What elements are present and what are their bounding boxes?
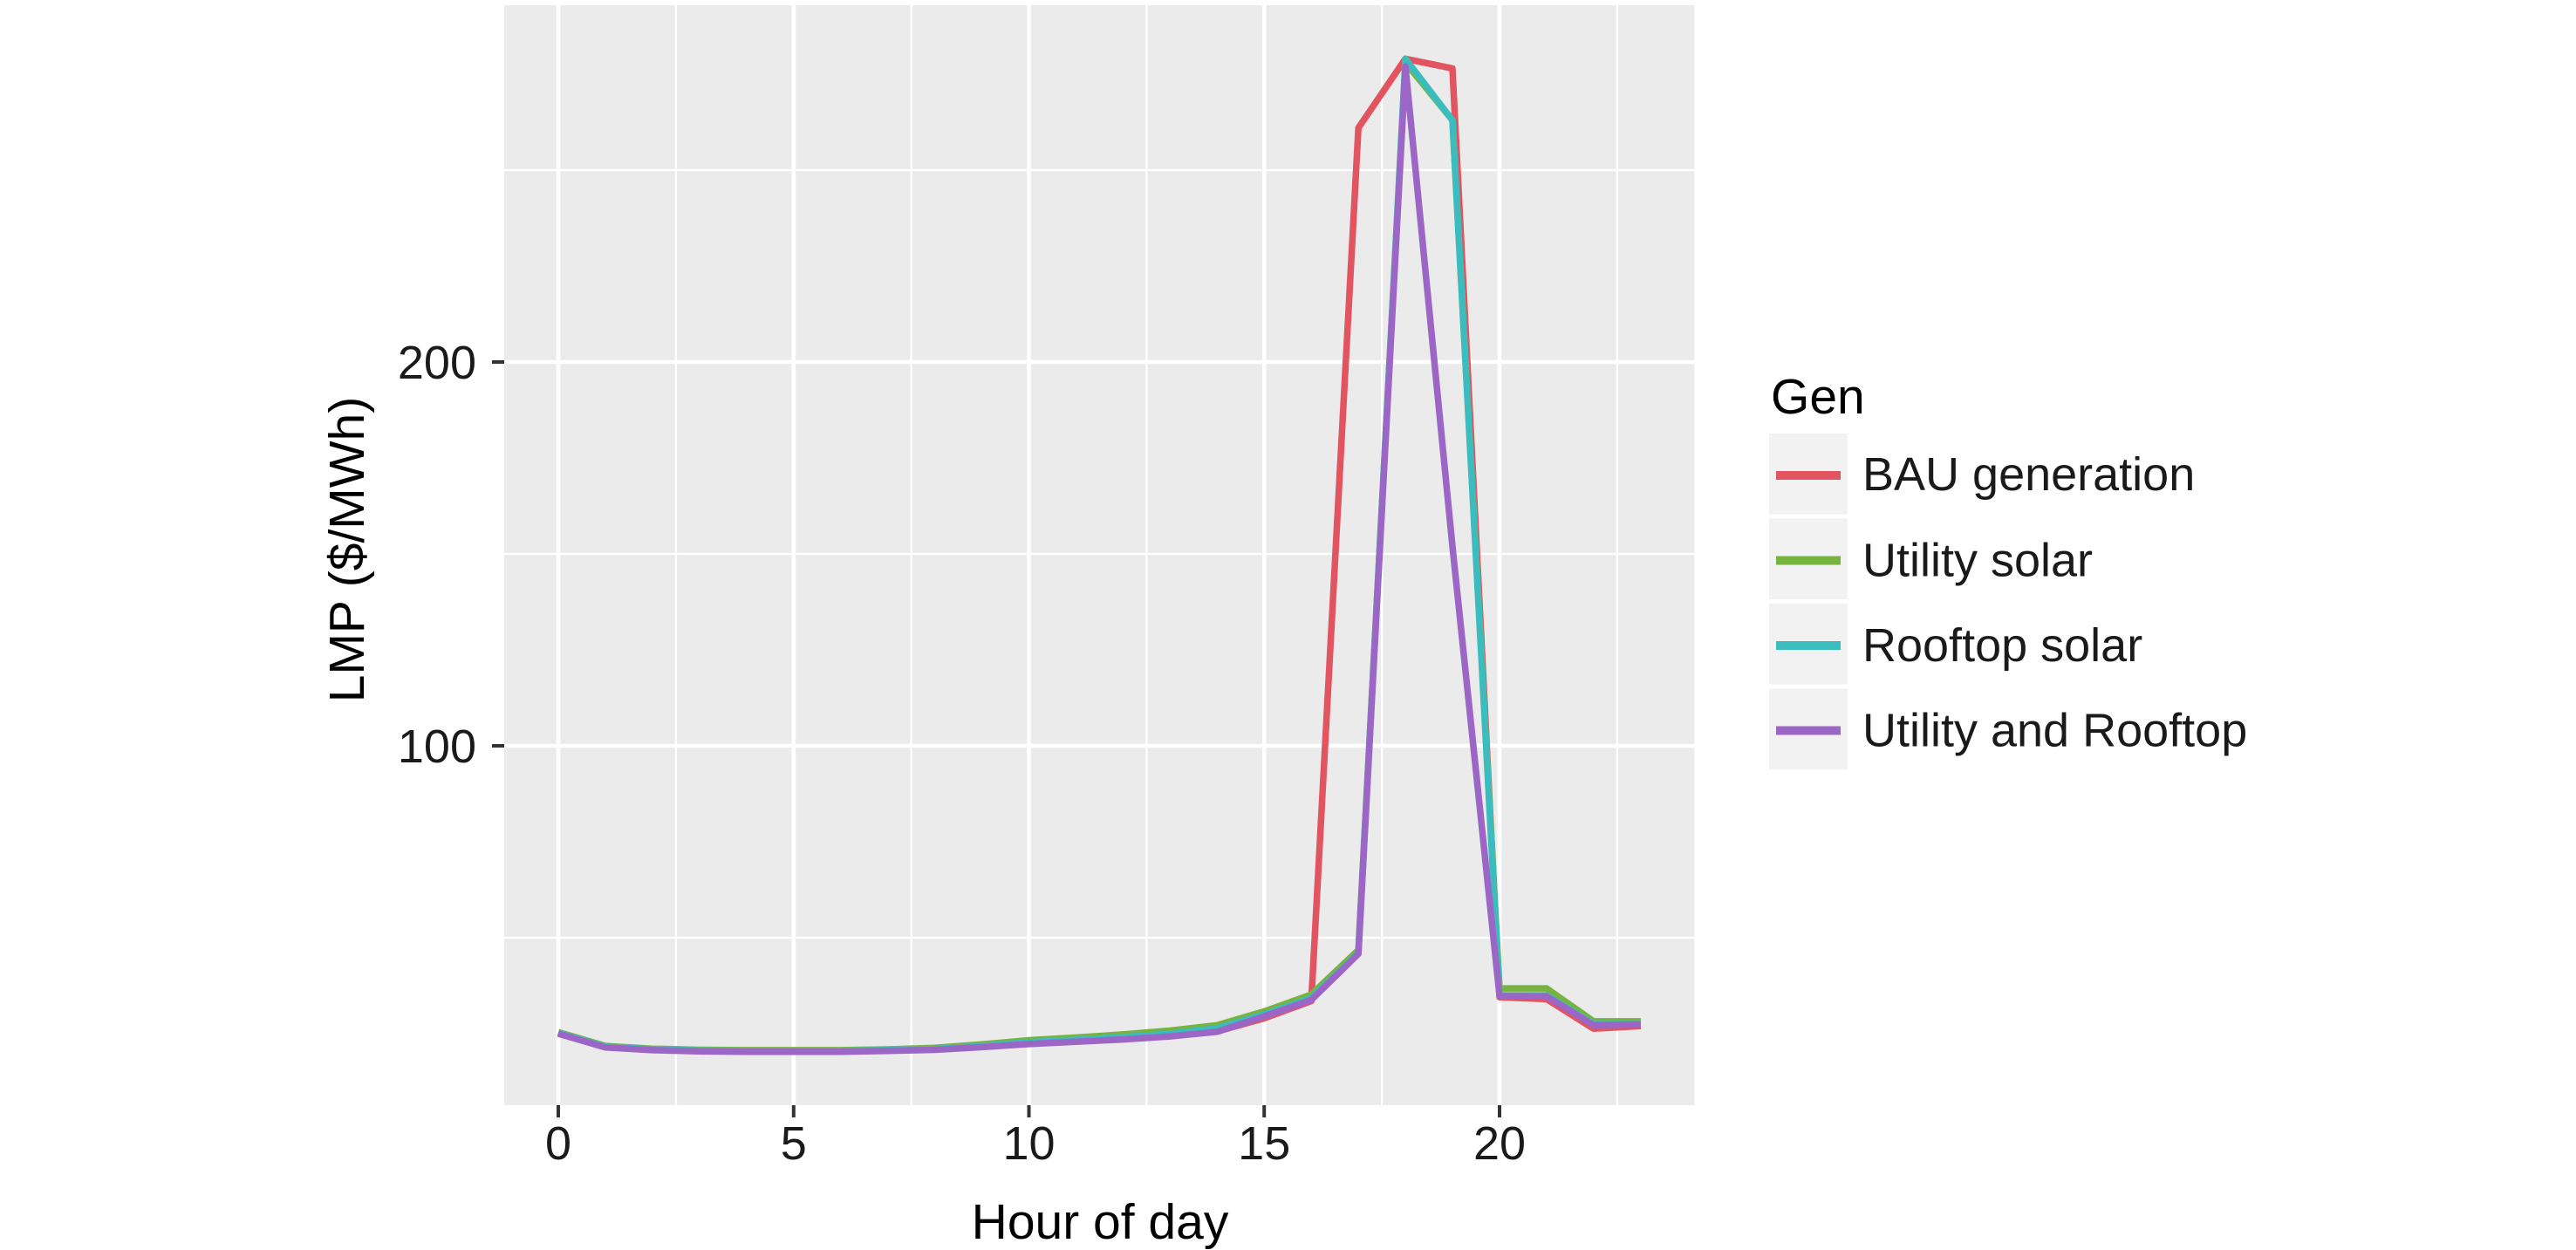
svg-text:100: 100 — [398, 721, 476, 773]
svg-text:0: 0 — [545, 1117, 571, 1170]
svg-text:Hour of day: Hour of day — [972, 1194, 1229, 1250]
svg-text:Utility solar: Utility solar — [1862, 535, 2093, 587]
svg-text:BAU generation: BAU generation — [1862, 448, 2195, 501]
svg-text:Rooftop solar: Rooftop solar — [1862, 619, 2142, 672]
svg-text:5: 5 — [781, 1117, 807, 1170]
svg-text:20: 20 — [1473, 1117, 1526, 1170]
svg-text:LMP ($/MWh): LMP ($/MWh) — [319, 397, 375, 703]
svg-text:15: 15 — [1238, 1117, 1290, 1170]
svg-text:200: 200 — [398, 337, 476, 389]
svg-text:10: 10 — [1002, 1117, 1055, 1170]
svg-text:Utility and Rooftop: Utility and Rooftop — [1862, 705, 2247, 757]
svg-text:Gen: Gen — [1771, 369, 1865, 425]
